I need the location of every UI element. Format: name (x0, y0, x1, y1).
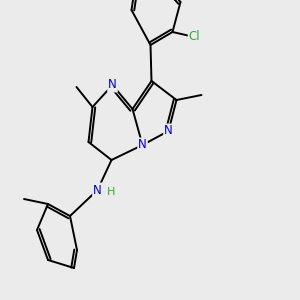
Text: N: N (108, 79, 117, 92)
Text: H: H (107, 187, 116, 197)
Text: Cl: Cl (189, 31, 200, 44)
Text: N: N (138, 139, 147, 152)
Text: N: N (164, 124, 173, 137)
Text: N: N (93, 184, 102, 196)
